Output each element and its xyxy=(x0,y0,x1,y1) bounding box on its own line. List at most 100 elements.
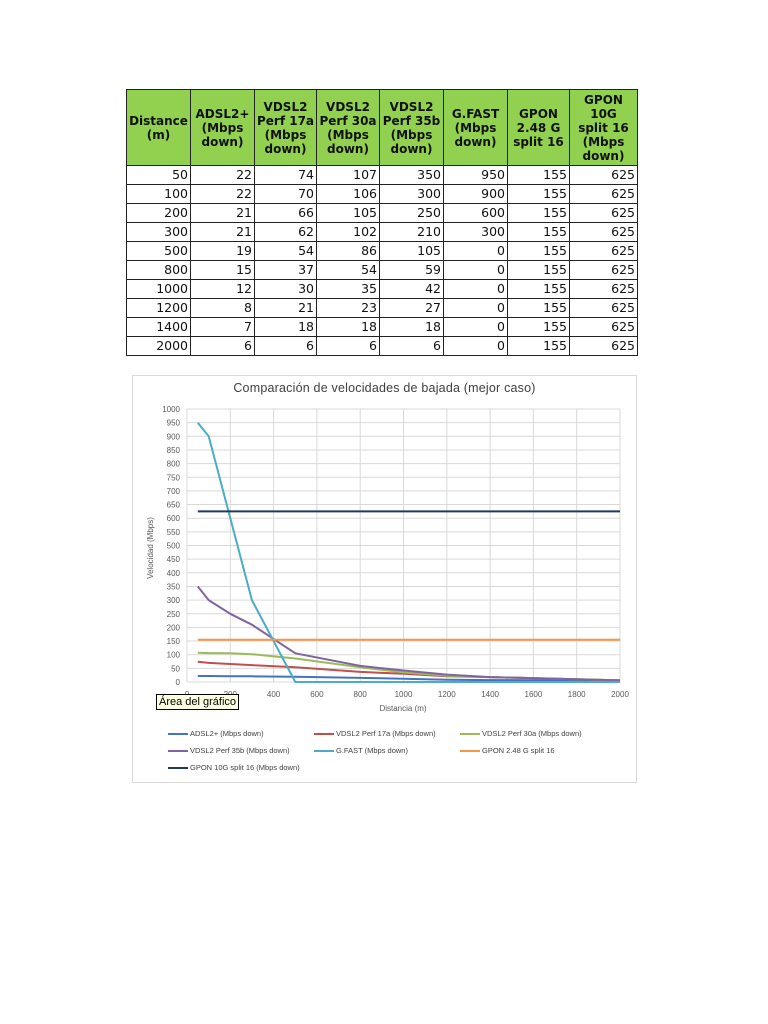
y-axis-ticks: 0 50 100 150 200 250 300 350 400 450 500 550 600 650 7… xyxy=(162,405,180,687)
header-adsl2: ADSL2+ (Mbps down) xyxy=(190,89,255,166)
header-vdsl2-30a: VDSL2 Perf 30a (Mbps down) xyxy=(316,89,380,166)
y-tick-label: 400 xyxy=(167,569,181,578)
table-cell: 18 xyxy=(254,317,317,337)
legend-swatch-icon xyxy=(460,749,480,752)
x-tick-label: 600 xyxy=(310,690,324,699)
series-line-4 xyxy=(197,422,620,683)
table-cell: 600 xyxy=(443,203,508,223)
y-tick-label: 350 xyxy=(167,582,181,591)
chart-gridlines xyxy=(186,408,621,683)
legend-item[interactable]: VDSL2 Perf 35b (Mbps down) xyxy=(168,746,290,755)
speed-table: Distance (m) ADSL2+ (Mbps down) VDSL2 Pe… xyxy=(126,89,638,356)
header-distance: Distance (m) xyxy=(126,89,191,166)
chart-title: Comparación de velocidades de bajada (me… xyxy=(233,381,536,395)
x-tick-label: 1800 xyxy=(568,690,586,699)
y-tick-label: 850 xyxy=(167,446,181,455)
table-cell: 107 xyxy=(316,165,380,185)
y-axis-title: Velocidad (Mbps) xyxy=(146,517,155,579)
table-cell: 350 xyxy=(379,165,444,185)
y-tick-label: 900 xyxy=(167,432,181,441)
legend-swatch-icon xyxy=(314,749,334,752)
table-row: 1200 8 21 23 27 0 155 625 xyxy=(126,298,638,318)
table-cell: 12 xyxy=(190,279,255,299)
y-tick-label: 550 xyxy=(167,528,181,537)
y-tick-label: 500 xyxy=(167,542,181,551)
table-row: 1000 12 30 35 42 0 155 625 xyxy=(126,279,638,299)
y-tick-label: 800 xyxy=(167,460,181,469)
x-tick-label: 1200 xyxy=(438,690,456,699)
legend-label: VDSL2 Perf 35b (Mbps down) xyxy=(190,746,290,755)
table-cell: 21 xyxy=(254,298,317,318)
legend-swatch-icon xyxy=(314,732,334,735)
table-cell: 155 xyxy=(507,222,570,242)
legend-item[interactable]: VDSL2 Perf 30a (Mbps down) xyxy=(460,729,582,738)
chart-area[interactable] xyxy=(132,375,637,783)
y-tick-label: 450 xyxy=(167,555,181,564)
table-header-row: Distance (m) ADSL2+ (Mbps down) VDSL2 Pe… xyxy=(126,89,638,166)
y-tick-label: 100 xyxy=(167,651,181,660)
table-cell: 18 xyxy=(316,317,380,337)
legend-item[interactable]: GPON 10G split 16 (Mbps down) xyxy=(168,763,300,772)
x-tick-label: 2000 xyxy=(611,690,629,699)
table-cell: 50 xyxy=(126,165,191,185)
table-cell: 1400 xyxy=(126,317,191,337)
table-cell: 86 xyxy=(316,241,380,261)
legend-swatch-icon xyxy=(460,732,480,735)
legend-item[interactable]: G.FAST (Mbps down) xyxy=(314,746,408,755)
table-cell: 625 xyxy=(569,165,638,185)
y-tick-label: 250 xyxy=(167,610,181,619)
x-axis-title: Distancia (m) xyxy=(379,704,426,713)
legend-swatch-icon xyxy=(168,732,188,735)
y-tick-label: 50 xyxy=(171,664,180,673)
header-gfast: G.FAST (Mbps down) xyxy=(443,89,508,166)
table-cell: 106 xyxy=(316,184,380,204)
table-row: 200 21 66 105 250 600 155 625 xyxy=(126,203,638,223)
x-tick-label: 1600 xyxy=(525,690,543,699)
table-cell: 625 xyxy=(569,336,638,356)
table-cell: 800 xyxy=(126,260,191,280)
legend-label: G.FAST (Mbps down) xyxy=(336,746,408,755)
legend-item[interactable]: GPON 2.48 G split 16 xyxy=(460,746,555,755)
table-cell: 300 xyxy=(126,222,191,242)
series-line-0 xyxy=(197,675,621,682)
y-tick-label: 1000 xyxy=(162,405,180,414)
header-vdsl2-35b: VDSL2 Perf 35b (Mbps down) xyxy=(379,89,444,166)
table-cell: 0 xyxy=(443,336,508,356)
table-cell: 155 xyxy=(507,203,570,223)
legend-swatch-icon xyxy=(168,766,188,769)
table-cell: 155 xyxy=(507,165,570,185)
table-cell: 21 xyxy=(190,203,255,223)
chart-series xyxy=(197,422,621,683)
y-tick-label: 700 xyxy=(167,487,181,496)
y-tick-label: 750 xyxy=(167,473,181,482)
legend-item[interactable]: ADSL2+ (Mbps down) xyxy=(168,729,264,738)
table-row: 2000 6 6 6 6 0 155 625 xyxy=(126,336,638,356)
y-tick-label: 950 xyxy=(167,419,181,428)
series-line-3 xyxy=(197,585,621,682)
table-cell: 30 xyxy=(254,279,317,299)
y-tick-label: 300 xyxy=(167,596,181,605)
y-tick-label: 600 xyxy=(167,514,181,523)
table-cell: 54 xyxy=(316,260,380,280)
y-tick-label: 200 xyxy=(167,623,181,632)
header-gpon-248: GPON 2.48 G split 16 xyxy=(507,89,570,166)
x-axis-ticks: 0200400600800100012001400160018002000 xyxy=(185,690,630,699)
header-vdsl2-17a: VDSL2 Perf 17a (Mbps down) xyxy=(254,89,317,166)
table-cell: 210 xyxy=(379,222,444,242)
x-tick-label: 1000 xyxy=(395,690,413,699)
table-body: 50 22 74 107 350 950 155 625 100 22 70 106 300 900 155… xyxy=(126,165,638,356)
legend-label: VDSL2 Perf 30a (Mbps down) xyxy=(482,729,582,738)
table-cell: 18 xyxy=(379,317,444,337)
y-tick-label: 650 xyxy=(167,501,181,510)
legend-swatch-icon xyxy=(168,749,188,752)
table-cell: 500 xyxy=(126,241,191,261)
table-cell: 155 xyxy=(507,260,570,280)
y-tick-label: 0 xyxy=(176,678,181,687)
legend-item[interactable]: VDSL2 Perf 17a (Mbps down) xyxy=(314,729,436,738)
y-tick-label: 150 xyxy=(167,637,181,646)
table-cell: 6 xyxy=(316,336,380,356)
table-row: 300 21 62 102 210 300 155 625 xyxy=(126,222,638,242)
legend-label: ADSL2+ (Mbps down) xyxy=(190,729,264,738)
legend-label: VDSL2 Perf 17a (Mbps down) xyxy=(336,729,436,738)
